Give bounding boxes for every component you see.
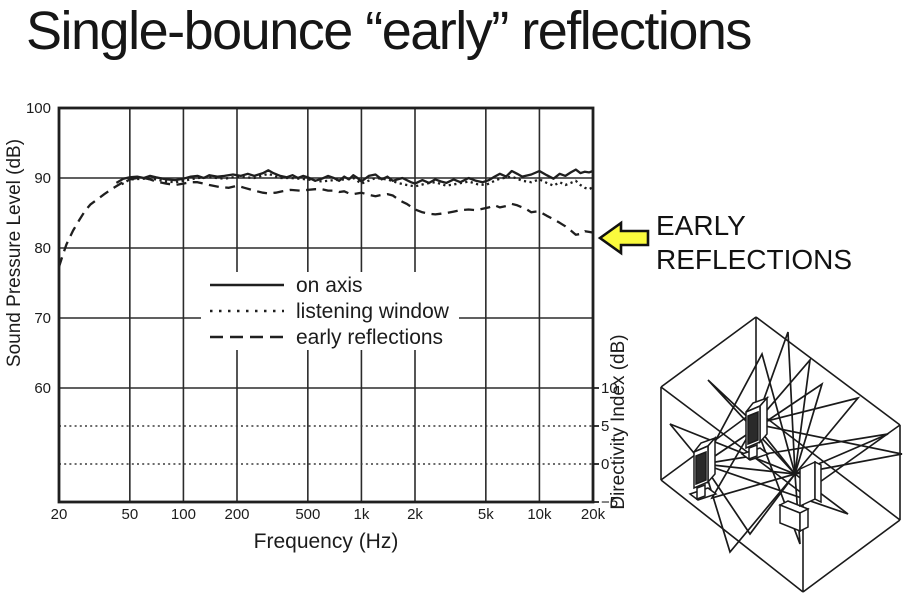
right-axis-ticks [593, 387, 599, 503]
room-reflections-diagram [660, 316, 903, 593]
series-listening-window [121, 172, 594, 191]
svg-text:10: 10 [601, 380, 618, 397]
y-left-tick-labels: 100 90 80 70 60 [26, 100, 51, 397]
x-axis-title: Frequency (Hz) [254, 530, 399, 553]
plot-border [57, 106, 595, 504]
loudspeaker-center [740, 396, 770, 461]
left-arrow-icon [597, 220, 650, 256]
di-dotted-lines [59, 425, 593, 465]
y-left-axis-title: Sound Pressure Level (dB) [4, 139, 25, 367]
y-right-axis-title: Directivity Index (dB) [608, 334, 629, 509]
listener-chair [778, 460, 822, 533]
svg-text:80: 80 [34, 240, 51, 257]
slide-title: Single-bounce “early” reflections [26, 1, 752, 61]
svg-text:90: 90 [34, 170, 51, 187]
svg-text:100: 100 [26, 100, 51, 117]
svg-text:20k: 20k [581, 506, 606, 523]
callout-line-1: EARLY [656, 210, 746, 241]
svg-text:−5: −5 [601, 494, 618, 511]
series-on-axis [115, 168, 594, 185]
frequency-response-plot: on axis listening window early reflections… [4, 100, 629, 553]
svg-text:200: 200 [224, 506, 249, 523]
legend-label-solid: on axis [296, 274, 363, 297]
loudspeaker-left [688, 436, 718, 501]
left-arrow-shape [597, 220, 650, 256]
svg-text:100: 100 [171, 506, 196, 523]
spinorama-chart: on axis listening window early reflections… [0, 92, 650, 572]
svg-text:10k: 10k [527, 506, 552, 523]
legend-label-dashed: early reflections [296, 326, 443, 349]
svg-text:500: 500 [295, 506, 320, 523]
early-reflections-callout: EARLY REFLECTIONS [656, 209, 852, 277]
svg-text:60: 60 [34, 380, 51, 397]
svg-text:2k: 2k [407, 506, 423, 523]
y-right-tick-labels: 10 5 0 −5 [601, 380, 618, 511]
svg-text:5: 5 [601, 418, 609, 435]
x-tick-labels: 20 50 100 200 500 1k 2k 5k 10k 20k [51, 506, 606, 523]
legend: on axis listening window early reflections [210, 274, 450, 349]
svg-text:0: 0 [601, 456, 609, 473]
legend-label-dotted: listening window [296, 300, 450, 323]
svg-text:50: 50 [121, 506, 138, 523]
svg-text:5k: 5k [478, 506, 494, 523]
callout-line-2: REFLECTIONS [656, 244, 853, 275]
svg-text:1k: 1k [353, 506, 369, 523]
series-early-reflections [57, 176, 594, 268]
svg-text:20: 20 [51, 506, 68, 523]
svg-text:70: 70 [34, 310, 51, 327]
